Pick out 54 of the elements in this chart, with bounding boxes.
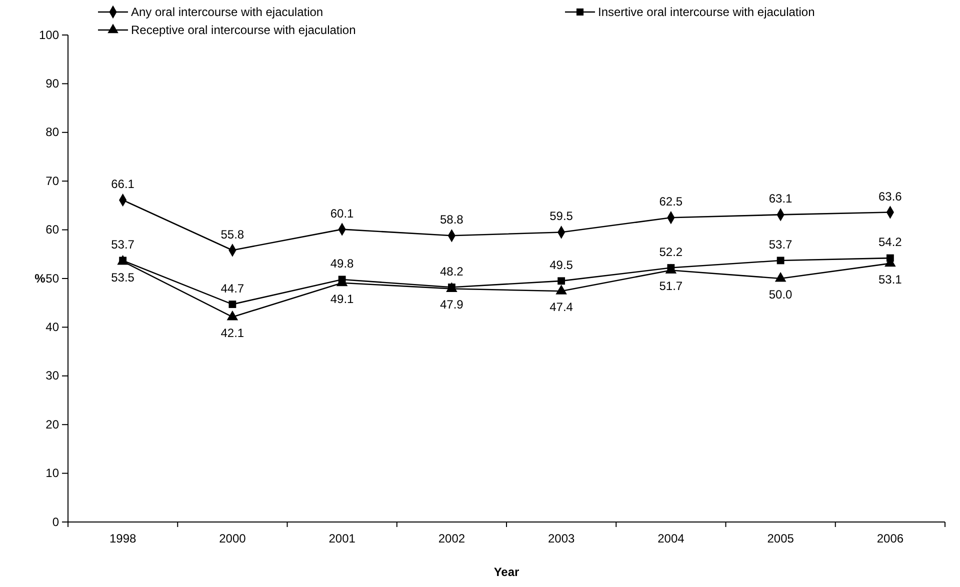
y-tick-label: 60	[46, 222, 60, 237]
data-label: 63.6	[878, 189, 902, 204]
data-label: 53.5	[111, 270, 135, 284]
x-tick-label: 1998	[109, 532, 136, 546]
data-label: 49.8	[330, 256, 354, 270]
y-tick-label: 50	[46, 271, 60, 286]
x-tick-label: 2006	[876, 532, 904, 546]
y-tick-label: 100	[38, 28, 60, 42]
x-tick-label: 2004	[658, 532, 685, 546]
data-label: 58.8	[440, 212, 464, 227]
data-label: 53.1	[878, 272, 902, 286]
y-axis-title: %	[34, 272, 46, 286]
point	[226, 310, 238, 320]
data-label: 49.1	[330, 292, 354, 306]
x-tick-label: 2005	[767, 532, 794, 546]
x-tick-label: 2000	[219, 532, 246, 546]
data-label: 49.5	[550, 258, 574, 272]
y-tick-label: 30	[46, 368, 60, 383]
data-label: 66.1	[111, 177, 135, 192]
y-tick-label: 90	[46, 76, 60, 91]
point	[776, 256, 784, 264]
point	[228, 300, 236, 308]
data-label: 62.5	[659, 194, 683, 209]
y-tick-label: 80	[46, 125, 60, 140]
data-label: 59.5	[550, 209, 574, 224]
x-axis-title: Year	[494, 565, 520, 579]
data-label: 60.1	[330, 206, 354, 220]
data-label: 47.4	[550, 300, 574, 314]
data-label: 55.8	[220, 227, 244, 242]
data-label: 63.1	[768, 192, 793, 206]
point	[774, 272, 786, 282]
data-label: 50.0	[768, 288, 793, 302]
data-label: 53.7	[111, 237, 135, 252]
data-label: 42.1	[220, 326, 244, 340]
point	[558, 277, 566, 285]
legend-label: Insertive oral intercourse with ejaculation	[598, 5, 815, 19]
data-label: 54.2	[878, 235, 902, 250]
data-label: 53.7	[768, 237, 793, 252]
data-label: 52.2	[659, 244, 683, 259]
x-tick-label: 2003	[548, 532, 575, 546]
y-tick-label: 40	[46, 320, 60, 334]
x-tick-label: 2002	[438, 532, 466, 546]
y-tick-label: 10	[46, 466, 60, 480]
y-tick-label: 20	[46, 417, 60, 432]
x-tick-label: 2001	[328, 532, 356, 546]
legend-label: Any oral intercourse with ejaculation	[131, 5, 324, 19]
data-label: 47.9	[440, 298, 464, 312]
data-label: 44.7	[220, 281, 244, 296]
data-label: 48.2	[440, 264, 464, 278]
legend-label: Receptive oral intercourse with ejaculation	[131, 23, 356, 37]
y-tick-label: 70	[46, 174, 60, 188]
y-tick-label: 0	[52, 514, 60, 529]
data-label: 51.7	[659, 279, 683, 294]
point	[556, 284, 567, 294]
